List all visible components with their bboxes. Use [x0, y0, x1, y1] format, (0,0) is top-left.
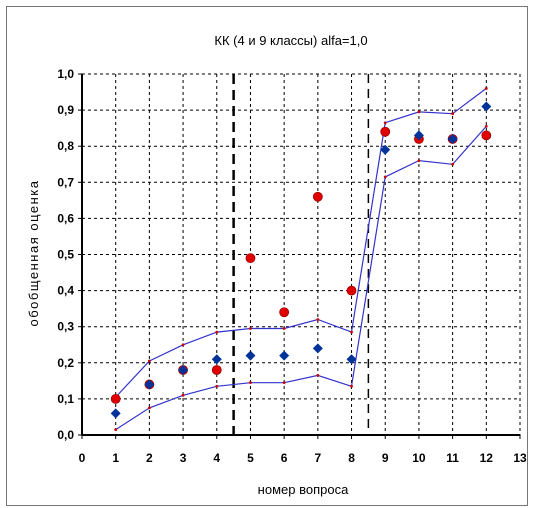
x-tick-label: 8 — [348, 451, 355, 465]
y-tick-label: 0,6 — [57, 211, 74, 225]
x-tick-label: 10 — [412, 451, 426, 465]
y-tick-label: 0,8 — [57, 139, 74, 153]
y-tick-label: 1,0 — [57, 67, 74, 81]
bound-line — [115, 87, 487, 398]
bound-point — [282, 327, 286, 330]
diamond-point — [447, 133, 458, 144]
diamond-point — [144, 379, 155, 390]
x-tick-label: 0 — [79, 451, 86, 465]
x-tick-label: 13 — [513, 451, 527, 465]
bound-point — [147, 406, 151, 410]
y-tick-label: 0,9 — [57, 103, 74, 117]
bound-point — [215, 330, 219, 334]
circle-point — [481, 130, 492, 141]
series-markers — [110, 101, 492, 419]
circle-point — [110, 393, 121, 404]
bound-point — [316, 318, 320, 321]
bound-point — [316, 374, 320, 377]
diamond-point — [312, 343, 323, 354]
axes — [78, 73, 521, 439]
circle-point — [279, 307, 290, 318]
x-axis-label: номер вопроса — [258, 482, 349, 497]
bound-point — [181, 393, 185, 397]
bound-line — [115, 125, 487, 431]
diamond-point — [380, 144, 391, 155]
bound-point — [350, 330, 353, 334]
circle-point — [346, 285, 357, 296]
y-tick-labels: 0,0 0,1 0,2 0,3 0,4 0,5 0,6 0,7 0,8 0,9 1,0 — [57, 67, 74, 442]
diamond-point — [481, 101, 492, 112]
chart-title: КК (4 и 9 классы) alfa=1,0 — [214, 33, 367, 48]
circle-point — [312, 191, 323, 202]
diamond-point — [178, 365, 189, 376]
bound-point — [417, 110, 421, 114]
diamond-point — [279, 350, 290, 361]
bound-point — [249, 327, 252, 330]
x-tick-label: 6 — [281, 451, 288, 465]
bound-point — [181, 343, 185, 347]
separator-lines — [232, 74, 370, 435]
x-tick-label: 7 — [315, 451, 322, 465]
chart-frame — [6, 6, 528, 506]
circle-point — [245, 253, 256, 264]
diamond-point — [413, 130, 424, 141]
bound-point — [417, 159, 421, 163]
y-axis-label: обобщенная оценка — [26, 179, 41, 326]
series-lines — [114, 87, 488, 431]
circle-point — [380, 126, 391, 137]
y-tick-label: 0,2 — [57, 356, 74, 370]
x-tick-label: 4 — [213, 451, 220, 465]
diamond-point — [346, 354, 357, 365]
bound-point — [249, 381, 252, 385]
x-tick-label: 1 — [112, 451, 119, 465]
y-tick-label: 0,0 — [57, 428, 74, 442]
diamond-point — [211, 354, 222, 365]
bound-point — [451, 162, 455, 166]
y-tick-label: 0,4 — [57, 284, 74, 298]
bound-point — [350, 384, 353, 388]
bound-point — [383, 175, 387, 179]
bound-point — [147, 359, 151, 363]
x-tick-label: 3 — [180, 451, 187, 465]
circle-point — [211, 365, 222, 375]
bound-point — [215, 384, 219, 388]
x-tick-label: 9 — [382, 451, 389, 465]
bound-point — [484, 124, 488, 128]
diamond-point — [245, 350, 256, 361]
y-tick-label: 0,3 — [57, 320, 74, 334]
bound-point — [282, 381, 286, 385]
x-tick-label: 12 — [480, 451, 494, 465]
x-tick-label: 11 — [446, 451, 459, 465]
bound-point — [451, 112, 455, 116]
diamond-point — [110, 408, 121, 419]
y-tick-label: 0,1 — [57, 392, 74, 406]
x-tick-labels: 0 1 2 3 4 5 6 7 8 9 10 11 12 13 — [79, 451, 527, 465]
y-tick-label: 0,7 — [57, 175, 74, 189]
x-tick-label: 2 — [146, 451, 153, 465]
bound-point — [114, 428, 118, 431]
y-tick-label: 0,5 — [57, 248, 74, 262]
bound-point — [484, 87, 488, 90]
bound-point — [383, 121, 387, 125]
x-tick-label: 5 — [247, 451, 254, 465]
